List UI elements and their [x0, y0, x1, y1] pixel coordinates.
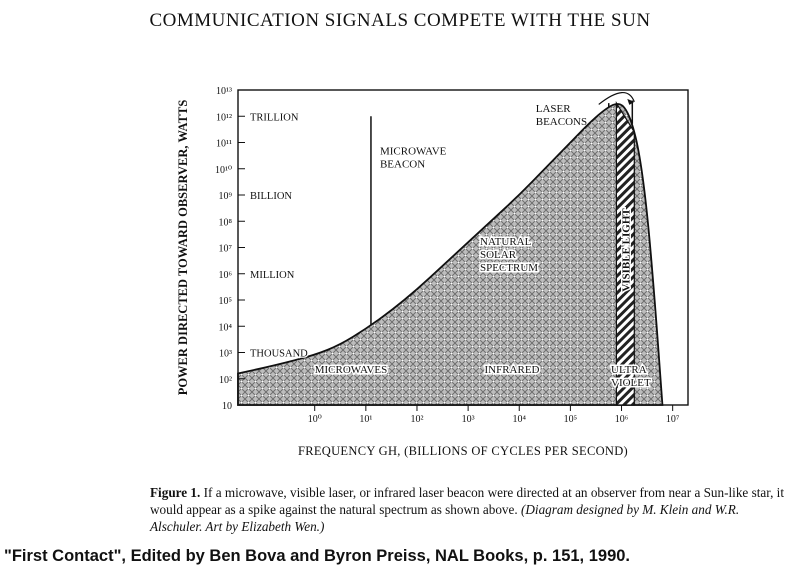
y-tick-label: 10⁸ — [219, 217, 233, 228]
y-tick-label: 10¹³ — [216, 86, 232, 97]
y-tick-label: 10⁶ — [219, 270, 233, 281]
region-label: NATURAL — [480, 236, 532, 248]
y-tick-label: 10¹¹ — [216, 139, 232, 150]
x-tick-label: 10⁶ — [615, 414, 629, 425]
y-tick-label: 10⁴ — [219, 322, 233, 333]
region-label: SOLAR — [480, 249, 517, 261]
y-magnitude-label: TRILLION — [250, 112, 299, 123]
caption-label: Figure 1. — [150, 485, 201, 500]
y-tick-label: 10¹⁰ — [215, 165, 232, 176]
y-tick-label: 10⁵ — [219, 296, 233, 307]
x-tick-label: 10¹ — [359, 414, 372, 425]
y-tick-label: 10⁹ — [219, 191, 233, 202]
x-tick-label: 10³ — [462, 414, 475, 425]
solar-spectrum-area — [237, 103, 664, 406]
region-label: MICROWAVES — [315, 364, 388, 376]
y-axis-label: POWER DIRECTED TOWARD OBSERVER, WATTS — [176, 100, 190, 396]
region-label: INFRARED — [484, 364, 539, 376]
laser-beacon-arrowhead — [627, 98, 635, 105]
page-title: COMMUNICATION SIGNALS COMPETE WITH THE S… — [149, 10, 651, 31]
region-label: VIOLET — [611, 377, 651, 389]
figure-caption: Figure 1. If a microwave, visible laser,… — [150, 484, 790, 535]
y-tick-label: 10² — [219, 375, 232, 386]
caption-credit: (Diagram designed by M. Klein and W.R. A… — [150, 502, 740, 534]
laser-beacon-label: BEACONS — [536, 116, 587, 128]
x-tick-label: 10⁴ — [513, 414, 527, 425]
solar-spectrum-chart: VISIBLE LIGHT 10¹³ 10¹² 10¹¹ 10¹⁰ 10⁹ 10⁸ 10⁷ 10… — [176, 86, 689, 458]
region-label: SPECTRUM — [480, 262, 538, 274]
microwave-beacon-label: BEACON — [380, 158, 425, 170]
x-tick-label: 10⁰ — [308, 414, 322, 425]
y-tick-label: 10 — [222, 401, 232, 412]
visible-light-label: VISIBLE LIGHT — [620, 208, 632, 292]
y-tick-label: 10¹² — [216, 112, 232, 123]
microwave-beacon-label: MICROWAVE — [380, 145, 447, 157]
region-label: ULTRA — [611, 364, 647, 376]
y-magnitude-label: MILLION — [250, 270, 295, 281]
caption-text: If a microwave, visible laser, or infrar… — [150, 485, 785, 517]
x-tick-label: 10⁵ — [564, 414, 578, 425]
y-magnitude-label: BILLION — [250, 191, 292, 202]
x-tick-label: 10² — [410, 414, 423, 425]
x-axis-label: FREQUENCY GH, (BILLIONS OF CYCLES PER SE… — [298, 444, 628, 458]
y-tick-label: 10⁷ — [219, 244, 233, 255]
x-tick-label: 10⁷ — [666, 414, 680, 425]
visible-light-band — [615, 101, 635, 406]
source-credit: "First Contact", Edited by Ben Bova and … — [4, 547, 631, 565]
y-magnitude-label: THOUSAND — [250, 349, 308, 360]
laser-beacon-label: LASER — [536, 103, 572, 115]
y-tick-label: 10³ — [219, 349, 232, 360]
laser-beacon-arrow — [598, 92, 635, 105]
